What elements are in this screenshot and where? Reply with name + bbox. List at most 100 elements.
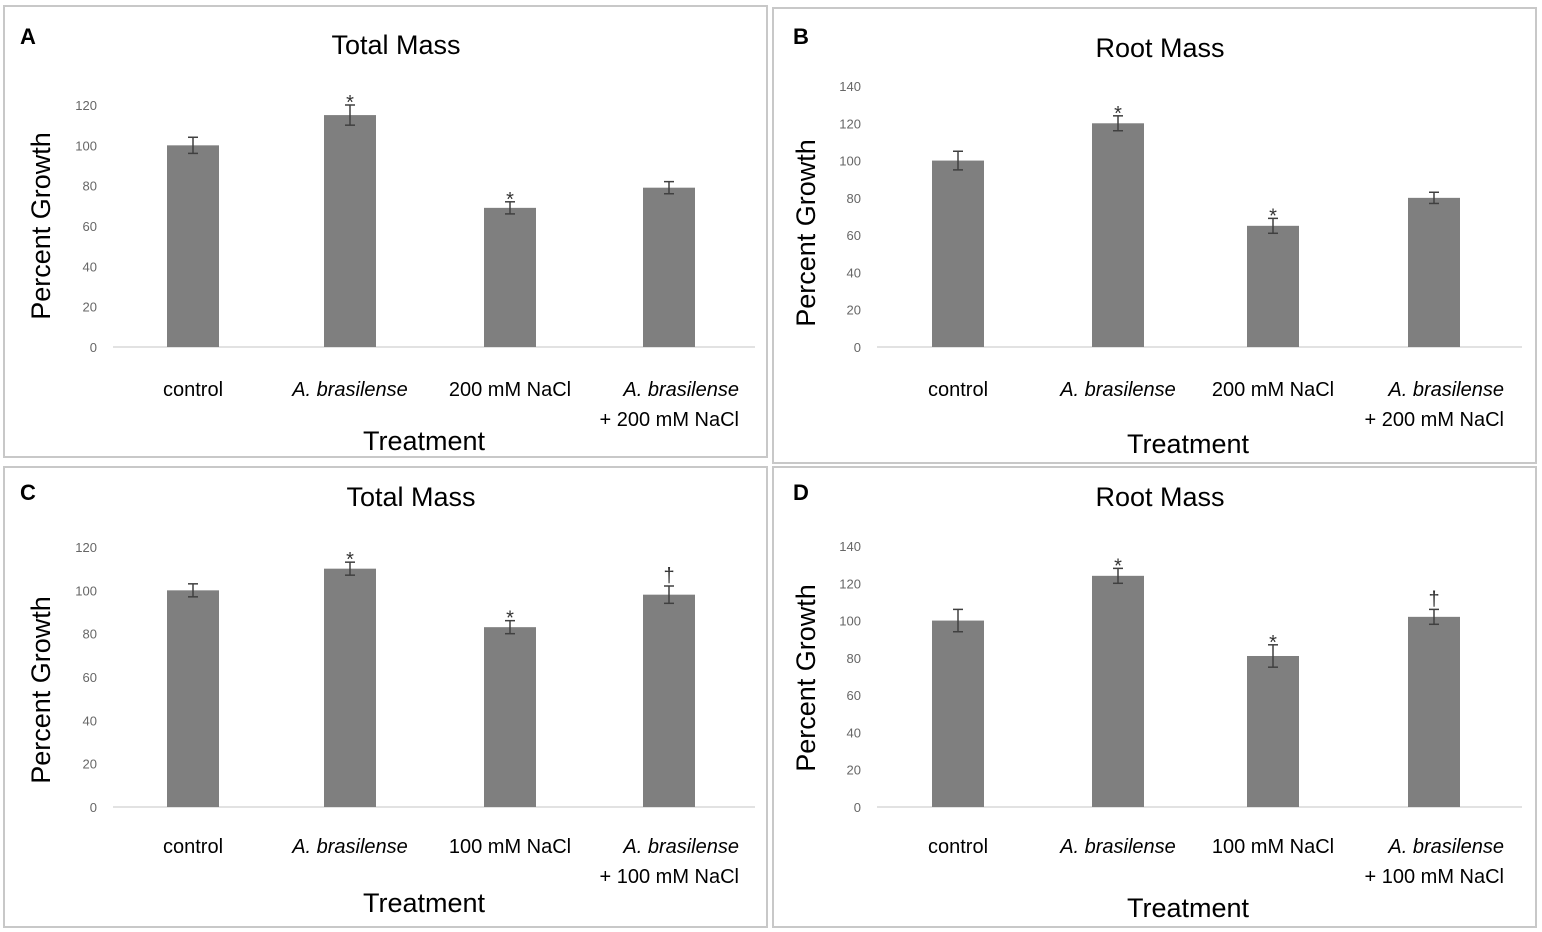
bar [643,187,695,347]
y-tick-label: 100 [75,583,97,598]
y-tick-label: 100 [839,614,861,629]
significance-asterisk: * [346,549,354,571]
x-axis-label: Treatment [363,888,486,918]
panel-label: C [20,480,36,505]
bar [484,627,536,807]
panel-frame [772,7,1537,464]
x-tick-label: A. brasilense [291,836,408,858]
y-tick-label: 140 [839,539,861,554]
y-axis-label: Percent Growth [791,139,821,327]
y-tick-label: 80 [83,627,97,642]
x-tick-label: + 100 mM NaCl [600,866,740,888]
y-tick-label: 40 [847,265,861,280]
y-axis-label: Percent Growth [791,584,821,772]
chart-title: Root Mass [1095,482,1224,512]
x-axis-label: Treatment [1127,893,1250,923]
y-tick-label: 20 [847,763,861,778]
x-axis-label: Treatment [363,426,486,456]
x-axis-label: Treatment [1127,429,1250,459]
y-tick-label: 0 [90,800,97,815]
x-tick-label: A. brasilense [1059,379,1176,401]
panel-frame [3,5,768,458]
panel-label: B [793,24,809,49]
x-tick-label: 200 mM NaCl [1212,379,1334,401]
significance-asterisk: * [506,189,514,211]
x-tick-label: control [163,379,223,401]
panel-d: D Root Mass 0 20 40 60 80 100 120 140 Percent Grow… [772,466,1537,928]
y-tick-label: 60 [847,228,861,243]
bar [324,115,376,347]
bar [1092,123,1144,348]
y-tick-label: 60 [83,670,97,685]
chart-title: Total Mass [331,30,460,60]
y-tick-label: 60 [83,219,97,234]
panel-frame [772,466,1537,928]
x-tick-label: A. brasilense [1387,836,1504,858]
y-tick-label: 80 [847,191,861,206]
y-tick-label: 20 [83,757,97,772]
bar [932,620,984,807]
significance-asterisk: * [1114,555,1122,577]
y-tick-label: 0 [90,340,97,355]
x-tick-label: 100 mM NaCl [1212,836,1334,858]
x-tick-label: + 100 mM NaCl [1365,866,1505,888]
bar [1092,575,1144,807]
chart-title: Total Mass [346,482,475,512]
x-tick-label: control [928,379,988,401]
bar [167,145,219,347]
significance-dagger: † [1428,588,1439,610]
significance-dagger: † [663,565,674,587]
panel-b: B Root Mass 0 20 40 60 80 100 120 140 Percent Grow… [772,7,1537,464]
x-tick-label: A. brasilense [1059,836,1176,858]
bar [324,568,376,807]
panel-label: D [793,480,809,505]
bar [932,160,984,347]
x-tick-label: A. brasilense [622,379,739,401]
x-tick-label: A. brasilense [622,836,739,858]
panel-a: A Total Mass 0 20 40 60 80 100 120 Percent Growth… [3,5,768,458]
panel-frame [3,466,768,928]
bar [643,594,695,807]
y-tick-label: 40 [83,259,97,274]
y-tick-label: 60 [847,688,861,703]
panel-c: C Total Mass 0 20 40 60 80 100 120 Percent Growth… [3,466,768,928]
y-tick-label: 120 [839,116,861,131]
significance-asterisk: * [1269,205,1277,227]
y-tick-label: 120 [75,540,97,555]
y-axis-label: Percent Growth [26,132,56,320]
y-tick-label: 100 [75,138,97,153]
x-tick-label: A. brasilense [291,379,408,401]
y-tick-label: 40 [83,713,97,728]
x-tick-label: control [163,836,223,858]
y-tick-label: 0 [854,340,861,355]
y-tick-label: 20 [83,300,97,315]
bar [1247,225,1299,347]
bar [1247,655,1299,807]
y-axis-label: Percent Growth [26,596,56,784]
significance-asterisk: * [346,92,354,114]
significance-asterisk: * [1269,632,1277,654]
significance-asterisk: * [506,608,514,630]
y-tick-label: 120 [839,576,861,591]
y-tick-label: 20 [847,303,861,318]
panel-label: A [20,24,36,49]
x-tick-label: 200 mM NaCl [449,379,571,401]
y-tick-label: 120 [75,98,97,113]
bar [1408,616,1460,807]
y-tick-label: 80 [83,179,97,194]
y-tick-label: 80 [847,651,861,666]
x-tick-label: 100 mM NaCl [449,836,571,858]
bar [1408,197,1460,347]
bar [484,207,536,347]
y-tick-label: 40 [847,725,861,740]
y-tick-label: 100 [839,154,861,169]
bar [167,590,219,807]
x-tick-label: A. brasilense [1387,379,1504,401]
chart-title: Root Mass [1095,33,1224,63]
y-tick-label: 0 [854,800,861,815]
x-tick-label: + 200 mM NaCl [1365,409,1505,431]
x-tick-label: + 200 mM NaCl [600,409,740,431]
x-tick-label: control [928,836,988,858]
y-tick-label: 140 [839,79,861,94]
